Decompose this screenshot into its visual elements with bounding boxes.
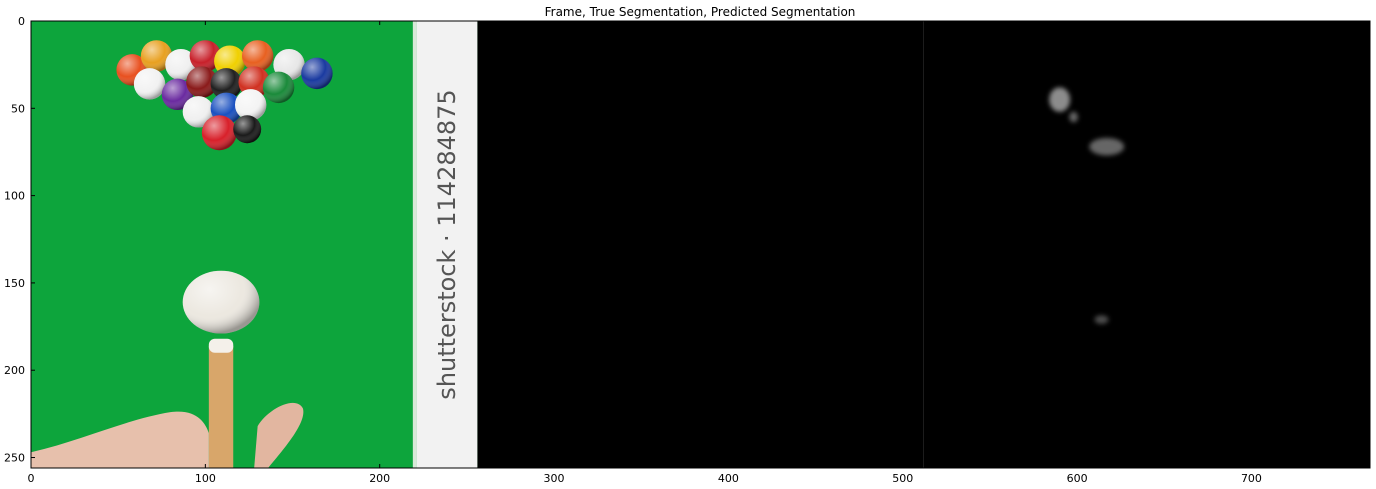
x-tick-label-400: 400: [718, 472, 739, 485]
hand-thumb: [254, 402, 304, 468]
axes-frame: [30, 20, 1371, 469]
ball-shade-1: [140, 40, 173, 72]
chart-title: Frame, True Segmentation, Predicted Segm…: [545, 5, 856, 19]
strip-edge: [412, 21, 417, 468]
x-tick-label-700: 700: [1241, 472, 1262, 485]
ball-shade-5: [241, 40, 274, 72]
cue-stick: [208, 345, 234, 468]
x-tick-label-300: 300: [544, 472, 565, 485]
y-axis-ticks: 0 50 100 150 200 250: [4, 15, 1370, 465]
ball-shade-7: [301, 57, 333, 90]
x-tick-label-100: 100: [195, 472, 216, 485]
predicted-blob-2: [1089, 137, 1125, 156]
y-tick-label-0: 0: [18, 15, 25, 28]
ball-shade-14: [182, 96, 215, 128]
ball-shade-18: [233, 115, 262, 144]
plot-area: shutterstock · 114284875: [31, 21, 1370, 468]
x-axis-ticks: 0 100 200 300 400 500 600 700: [28, 21, 1262, 485]
cue-ball-shade: [182, 270, 260, 334]
predicted-blob-3: [1094, 315, 1109, 324]
predicted-blob-1: [1069, 111, 1078, 123]
ball-shade-17: [201, 115, 237, 151]
hand-left: [31, 411, 209, 468]
ball-shade-13: [262, 71, 295, 104]
x-tick-label-0: 0: [28, 472, 35, 485]
watermark-text: shutterstock · 114284875: [433, 89, 461, 399]
x-tick-label-200: 200: [369, 472, 390, 485]
y-tick-label-100: 100: [4, 190, 25, 203]
predicted-blobs: [1049, 87, 1125, 324]
panel-1: [477, 21, 924, 468]
x-tick-label-600: 600: [1067, 472, 1088, 485]
y-tick-label-150: 150: [4, 277, 25, 290]
cue-tip: [208, 338, 234, 353]
y-tick-label-50: 50: [11, 102, 25, 115]
ball-shade-10: [186, 66, 218, 98]
ball-shade-16: [234, 89, 267, 121]
panel-2: [923, 21, 1370, 468]
ball-shade-2: [165, 48, 197, 81]
ball-shade-11: [210, 68, 242, 100]
ball-shade-3: [189, 40, 222, 72]
ball-shade-9: [161, 78, 194, 111]
frame-scene: shutterstock · 114284875: [31, 21, 478, 468]
y-tick-label-200: 200: [4, 364, 25, 377]
x-tick-label-500: 500: [892, 472, 913, 485]
watermark-strip: [416, 21, 478, 468]
y-tick-label-250: 250: [4, 452, 25, 465]
predicted-blob-0: [1049, 87, 1071, 112]
ball-shade-8: [133, 68, 166, 100]
